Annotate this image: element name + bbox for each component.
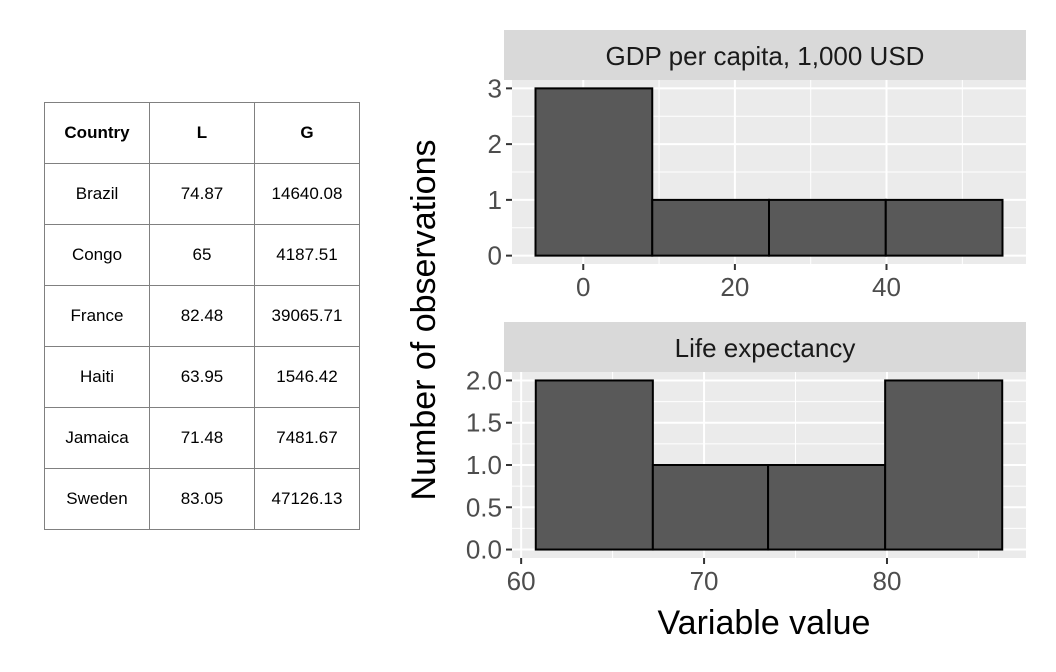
- cell-country: Haiti: [44, 346, 150, 408]
- table-row: Congo 65 4187.51: [44, 224, 360, 286]
- x-tick-label: 70: [690, 566, 719, 596]
- y-tick-label: 3: [488, 73, 502, 103]
- table-row: Brazil 74.87 14640.08: [44, 163, 360, 225]
- cell-g: 39065.71: [254, 285, 360, 347]
- table-header-row: Country L G: [44, 102, 360, 164]
- x-tick-label: 80: [873, 566, 902, 596]
- histogram-bar: [651, 198, 770, 257]
- histogram-bar: [767, 464, 887, 551]
- y-axis-title: Number of observations: [405, 140, 443, 501]
- cell-l: 82.48: [149, 285, 255, 347]
- y-tick-label: 0.0: [466, 535, 502, 565]
- y-tick-label: 1.5: [466, 408, 502, 438]
- cell-l: 71.48: [149, 407, 255, 469]
- table-row: France 82.48 39065.71: [44, 285, 360, 347]
- facet-strip: [504, 322, 1026, 372]
- cell-l: 74.87: [149, 163, 255, 225]
- country-table: Country L G Brazil 74.87 14640.08 Congo …: [44, 102, 360, 530]
- cell-g: 14640.08: [254, 163, 360, 225]
- y-tick-label: 1.0: [466, 450, 502, 480]
- x-tick-label: 40: [872, 272, 901, 302]
- header-country: Country: [44, 102, 150, 164]
- cell-country: Congo: [44, 224, 150, 286]
- cell-l: 83.05: [149, 468, 255, 530]
- table-row: Sweden 83.05 47126.13: [44, 468, 360, 530]
- facet-title: GDP per capita, 1,000 USD: [606, 41, 925, 71]
- facet-strip: [504, 30, 1026, 80]
- table-row: Jamaica 71.48 7481.67: [44, 407, 360, 469]
- histogram-bar: [534, 87, 654, 257]
- facet-panel: GDP per capita, 1,000 USD 0 20 40 0 1 2 3: [488, 30, 1026, 302]
- histogram-bar: [884, 198, 1004, 257]
- y-tick-label: 1: [488, 185, 502, 215]
- histogram-bar: [651, 464, 770, 551]
- x-tick-label: 60: [507, 566, 536, 596]
- cell-l: 65: [149, 224, 255, 286]
- y-tick-label: 2: [488, 129, 502, 159]
- x-tick-label: 20: [720, 272, 749, 302]
- header-l: L: [149, 102, 255, 164]
- facet-panel: Life expectancy 60 70 80 0.0 0.5 1.0 1.5 2.0: [466, 322, 1026, 596]
- y-tick-label: 0.5: [466, 492, 502, 522]
- cell-country: Sweden: [44, 468, 150, 530]
- cell-l: 63.95: [149, 346, 255, 408]
- x-axis-title: Variable value: [658, 604, 871, 642]
- cell-g: 47126.13: [254, 468, 360, 530]
- cell-country: France: [44, 285, 150, 347]
- histogram-bar: [534, 379, 654, 551]
- y-tick-label: 0: [488, 241, 502, 271]
- histogram-bar: [768, 198, 887, 257]
- header-g: G: [254, 102, 360, 164]
- facet-title: Life expectancy: [675, 333, 856, 363]
- x-tick-label: 0: [576, 272, 590, 302]
- histogram-bar: [884, 379, 1004, 551]
- cell-g: 7481.67: [254, 407, 360, 469]
- y-tick-label: 2.0: [466, 365, 502, 395]
- cell-country: Jamaica: [44, 407, 150, 469]
